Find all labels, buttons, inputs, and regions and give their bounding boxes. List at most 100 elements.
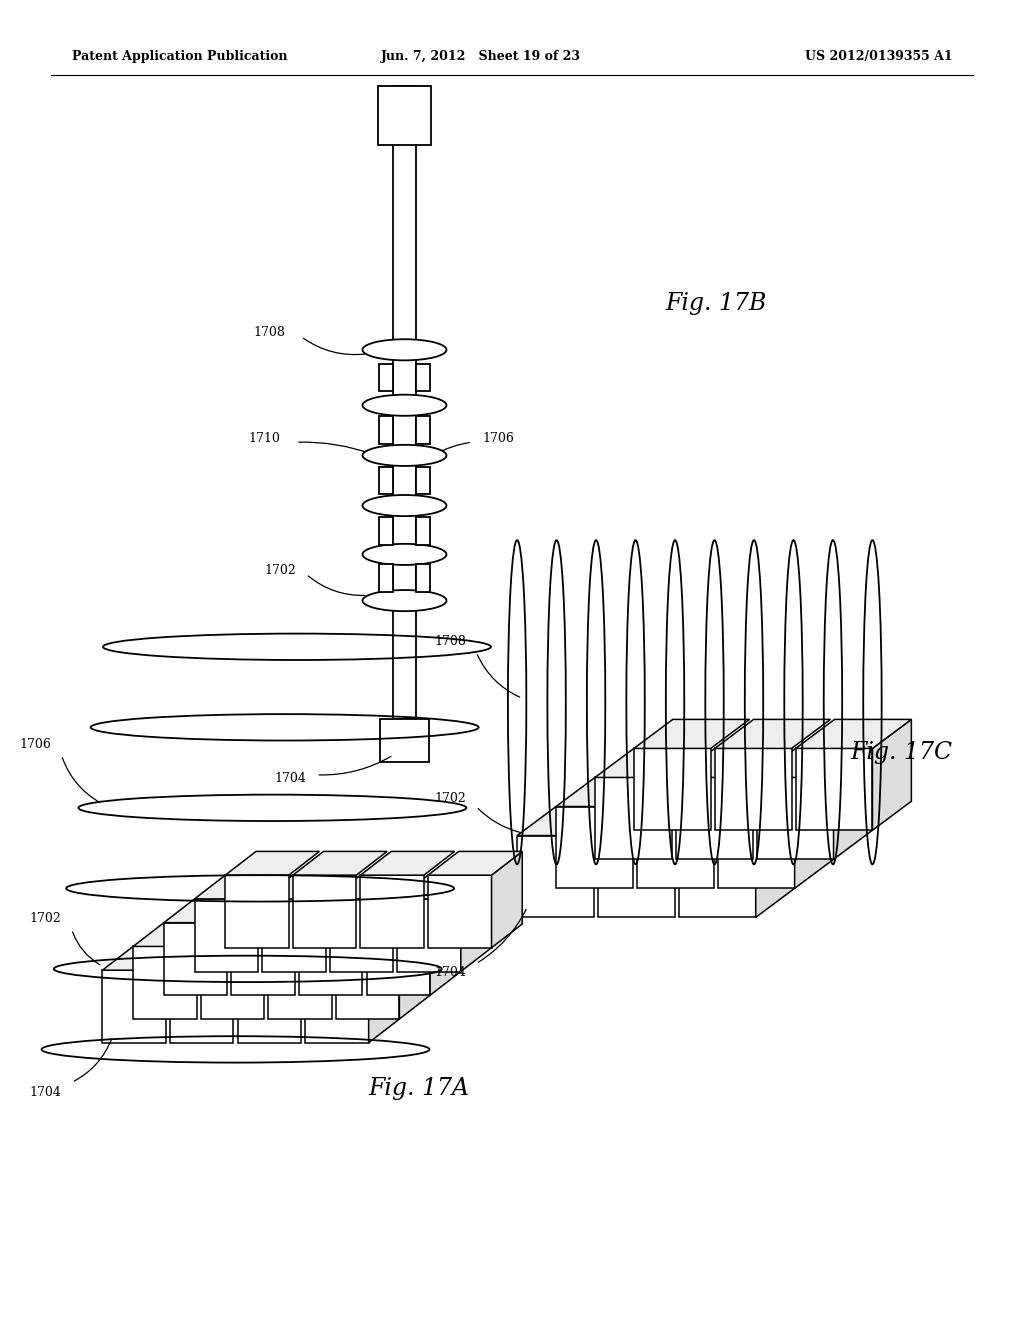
Polygon shape [637, 777, 753, 807]
Polygon shape [225, 851, 319, 875]
Polygon shape [268, 923, 362, 946]
Polygon shape [201, 946, 264, 1019]
FancyBboxPatch shape [416, 363, 430, 391]
Text: 1702: 1702 [264, 564, 296, 577]
Polygon shape [556, 807, 633, 888]
Text: Patent Application Publication: Patent Application Publication [72, 50, 287, 63]
Ellipse shape [362, 544, 446, 565]
Polygon shape [637, 807, 714, 888]
FancyBboxPatch shape [416, 466, 430, 494]
Ellipse shape [362, 395, 446, 416]
Polygon shape [330, 899, 393, 972]
Polygon shape [367, 899, 461, 923]
Polygon shape [676, 777, 753, 859]
FancyBboxPatch shape [379, 516, 393, 544]
Polygon shape [369, 946, 399, 1043]
Polygon shape [195, 875, 289, 899]
FancyBboxPatch shape [416, 516, 430, 544]
Polygon shape [238, 946, 332, 970]
Polygon shape [676, 748, 792, 777]
Polygon shape [336, 946, 399, 1019]
Polygon shape [201, 923, 295, 946]
Text: 1710: 1710 [249, 432, 281, 445]
FancyBboxPatch shape [379, 416, 393, 444]
Polygon shape [715, 748, 792, 830]
Polygon shape [872, 719, 911, 830]
Polygon shape [299, 899, 393, 923]
FancyBboxPatch shape [378, 86, 431, 145]
Polygon shape [517, 836, 594, 917]
FancyBboxPatch shape [380, 719, 429, 762]
Polygon shape [796, 719, 911, 748]
Polygon shape [397, 875, 492, 899]
Polygon shape [262, 899, 326, 972]
Text: 1708: 1708 [434, 635, 466, 648]
Text: 1706: 1706 [482, 432, 514, 445]
Polygon shape [360, 851, 455, 875]
Polygon shape [428, 875, 492, 948]
Polygon shape [195, 899, 258, 972]
FancyBboxPatch shape [416, 416, 430, 444]
Polygon shape [170, 946, 264, 970]
Polygon shape [293, 851, 387, 875]
Polygon shape [598, 807, 714, 836]
Polygon shape [517, 807, 633, 836]
Polygon shape [238, 970, 301, 1043]
Polygon shape [461, 875, 492, 972]
Polygon shape [262, 875, 356, 899]
Polygon shape [634, 748, 711, 830]
Polygon shape [164, 923, 227, 995]
Text: 1704: 1704 [274, 772, 306, 785]
Polygon shape [360, 875, 424, 948]
Polygon shape [225, 875, 289, 948]
Polygon shape [102, 946, 197, 970]
Text: 1706: 1706 [19, 738, 51, 751]
Polygon shape [679, 807, 795, 836]
Text: Jun. 7, 2012   Sheet 19 of 23: Jun. 7, 2012 Sheet 19 of 23 [381, 50, 582, 63]
Text: Fig. 17C: Fig. 17C [850, 741, 952, 764]
Polygon shape [102, 970, 166, 1043]
FancyBboxPatch shape [393, 86, 416, 719]
FancyBboxPatch shape [379, 363, 393, 391]
Polygon shape [556, 777, 672, 807]
Polygon shape [231, 899, 326, 923]
Polygon shape [399, 923, 430, 1019]
Ellipse shape [362, 495, 446, 516]
Polygon shape [598, 836, 675, 917]
FancyBboxPatch shape [379, 466, 393, 494]
Polygon shape [367, 923, 430, 995]
Ellipse shape [362, 590, 446, 611]
Polygon shape [336, 923, 430, 946]
Polygon shape [715, 719, 830, 748]
Polygon shape [231, 923, 295, 995]
Polygon shape [293, 875, 356, 948]
Polygon shape [634, 719, 750, 748]
Text: US 2012/0139355 A1: US 2012/0139355 A1 [805, 50, 952, 63]
Polygon shape [718, 807, 795, 888]
Polygon shape [492, 851, 522, 948]
Polygon shape [430, 899, 461, 995]
Text: Fig. 17B: Fig. 17B [666, 292, 767, 315]
Polygon shape [834, 748, 872, 859]
Polygon shape [268, 946, 332, 1019]
Polygon shape [796, 748, 872, 830]
Polygon shape [330, 875, 424, 899]
Polygon shape [299, 923, 362, 995]
FancyBboxPatch shape [379, 564, 393, 591]
Polygon shape [305, 946, 399, 970]
Polygon shape [595, 748, 711, 777]
Polygon shape [757, 777, 834, 859]
Ellipse shape [362, 445, 446, 466]
Text: Fig. 17A: Fig. 17A [369, 1077, 470, 1101]
Polygon shape [133, 946, 197, 1019]
Polygon shape [397, 899, 461, 972]
Text: 1704: 1704 [434, 966, 466, 979]
Ellipse shape [362, 339, 446, 360]
Polygon shape [305, 970, 369, 1043]
Text: 1702: 1702 [434, 792, 466, 805]
Text: 1708: 1708 [254, 326, 286, 339]
Polygon shape [757, 748, 872, 777]
Polygon shape [756, 807, 795, 917]
Polygon shape [164, 899, 258, 923]
Polygon shape [170, 970, 233, 1043]
